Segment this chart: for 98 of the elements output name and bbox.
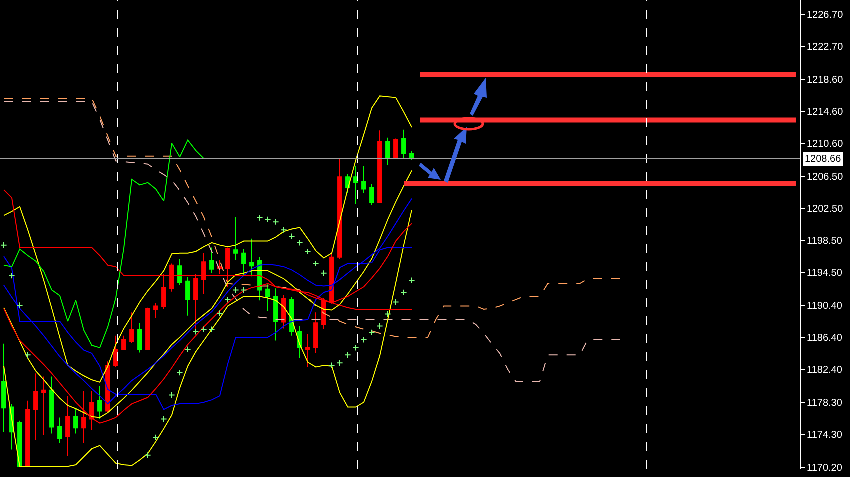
point — [336, 360, 344, 366]
point — [256, 214, 264, 222]
point — [304, 248, 312, 256]
candlestick — [98, 386, 102, 420]
point — [144, 452, 152, 459]
point — [344, 352, 352, 358]
point — [264, 216, 272, 223]
line-series — [4, 140, 204, 348]
point — [392, 298, 400, 306]
point — [360, 336, 368, 344]
candlestick — [314, 312, 318, 354]
line-series — [4, 170, 412, 418]
point — [16, 302, 24, 309]
y-tick-label: 1170.20 — [807, 462, 843, 474]
candlestick — [210, 247, 214, 274]
y-tick-label: 1178.30 — [807, 398, 843, 409]
candlestick — [354, 165, 358, 205]
point — [24, 352, 32, 358]
point — [280, 226, 288, 234]
point — [192, 328, 200, 336]
candlestick — [226, 247, 230, 288]
point — [368, 329, 376, 336]
point — [152, 434, 160, 442]
point — [8, 272, 16, 280]
candlestick — [146, 307, 150, 350]
y-tick-label: 1202.50 — [807, 204, 844, 215]
candlestick — [50, 376, 54, 434]
candlestick — [34, 373, 38, 441]
point — [296, 240, 304, 246]
point — [352, 344, 360, 352]
candlestick — [386, 137, 390, 166]
candlestick — [130, 312, 134, 344]
point — [216, 310, 224, 317]
candlestick — [178, 258, 182, 286]
candlestick — [138, 322, 142, 354]
point — [376, 323, 384, 330]
point — [400, 289, 408, 296]
y-tick-label: 1198.50 — [807, 236, 843, 248]
line-series — [4, 96, 412, 383]
candlestick — [170, 263, 174, 292]
candlestick — [122, 335, 126, 351]
candlestick — [370, 184, 374, 206]
candlestick — [2, 343, 6, 433]
line-series — [4, 101, 620, 382]
line-series — [4, 98, 620, 338]
y-tick-label: 1190.40 — [807, 300, 843, 312]
candlestick — [274, 288, 278, 342]
ref-line-label: 1208.66 — [805, 154, 842, 165]
candlestick — [18, 420, 22, 468]
point — [224, 296, 232, 304]
candlestick — [378, 130, 382, 204]
candlestick — [218, 260, 222, 275]
point — [232, 286, 240, 294]
y-tick-label: 1214.60 — [807, 106, 844, 118]
candlestick — [330, 252, 334, 304]
candlestick — [250, 238, 254, 278]
point — [0, 242, 8, 249]
point — [208, 326, 216, 333]
candlestick — [266, 284, 270, 312]
point — [320, 270, 328, 277]
y-tick-label: 1226.70 — [807, 10, 844, 21]
candlestick — [58, 417, 62, 444]
point — [408, 277, 416, 284]
y-tick-label: 1194.50 — [807, 268, 843, 280]
candlestick — [114, 335, 118, 368]
y-tick-label: 1222.70 — [807, 42, 844, 53]
candlestick — [242, 248, 246, 276]
point — [272, 218, 280, 226]
point — [288, 233, 296, 240]
candlestick — [338, 159, 342, 260]
candlestick — [42, 376, 46, 436]
point — [160, 416, 168, 423]
candlestick — [154, 302, 158, 319]
candlestick — [186, 276, 190, 316]
candlestick — [394, 138, 398, 160]
y-tick-label: 1182.40 — [807, 365, 843, 376]
candlestick — [402, 129, 406, 160]
candlestick — [26, 400, 30, 468]
line-series — [4, 210, 412, 468]
candlestick — [282, 294, 286, 330]
point — [168, 392, 176, 399]
candlestick — [362, 165, 366, 194]
candlestick — [234, 216, 238, 262]
point — [328, 362, 336, 369]
candlestick — [74, 408, 78, 434]
y-tick-label: 1210.60 — [807, 139, 844, 150]
point — [184, 346, 192, 353]
point — [312, 260, 320, 268]
y-tick-label: 1206.50 — [807, 172, 844, 183]
candlestick — [306, 334, 310, 368]
point — [200, 326, 208, 333]
candlestick — [202, 252, 206, 295]
y-tick-label: 1218.60 — [807, 74, 844, 86]
point — [240, 286, 248, 294]
y-tick-label: 1174.30 — [807, 430, 843, 442]
point — [384, 310, 392, 318]
point — [176, 369, 184, 376]
y-tick-label: 1186.40 — [807, 333, 843, 344]
